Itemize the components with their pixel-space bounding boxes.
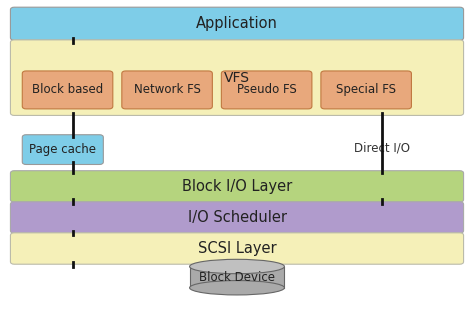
FancyBboxPatch shape: [10, 233, 464, 264]
Text: SCSI Layer: SCSI Layer: [198, 241, 276, 256]
Text: Page cache: Page cache: [29, 143, 96, 156]
Text: Block Device: Block Device: [199, 271, 275, 284]
Text: Block I/O Layer: Block I/O Layer: [182, 179, 292, 194]
Text: Direct I/O: Direct I/O: [354, 141, 410, 154]
Text: Pseudo FS: Pseudo FS: [237, 83, 297, 96]
Bar: [190, 267, 284, 288]
Text: Special FS: Special FS: [336, 83, 396, 96]
Ellipse shape: [190, 281, 284, 295]
Text: I/O Scheduler: I/O Scheduler: [188, 210, 286, 225]
Text: VFS: VFS: [224, 71, 250, 85]
FancyBboxPatch shape: [22, 71, 113, 109]
FancyBboxPatch shape: [221, 71, 312, 109]
Text: Block based: Block based: [32, 83, 103, 96]
Ellipse shape: [190, 259, 284, 274]
FancyBboxPatch shape: [10, 7, 464, 40]
FancyBboxPatch shape: [10, 40, 464, 115]
Text: Network FS: Network FS: [134, 83, 201, 96]
FancyBboxPatch shape: [321, 71, 411, 109]
Text: Application: Application: [196, 16, 278, 31]
FancyBboxPatch shape: [22, 135, 103, 164]
FancyBboxPatch shape: [10, 202, 464, 233]
FancyBboxPatch shape: [10, 171, 464, 202]
FancyBboxPatch shape: [122, 71, 212, 109]
